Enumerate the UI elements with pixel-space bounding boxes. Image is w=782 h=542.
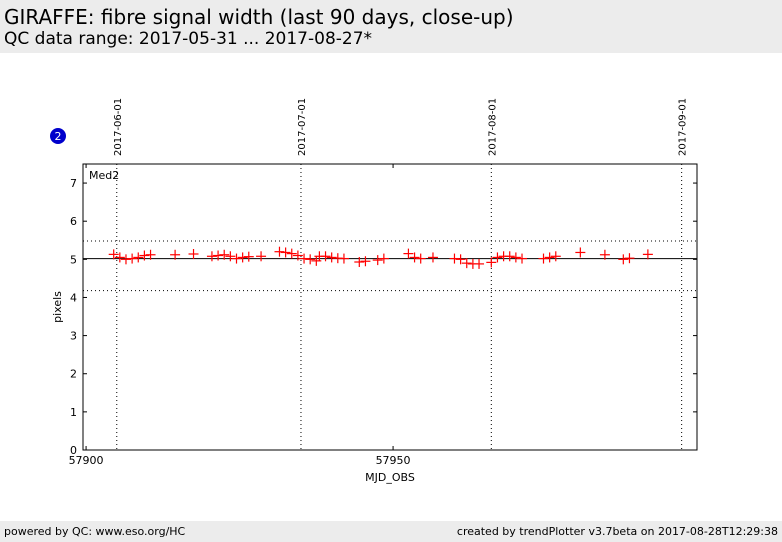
data-point bbox=[504, 251, 515, 262]
footer-powered-by: powered by QC: www.eso.org/HC bbox=[4, 525, 186, 538]
data-point bbox=[274, 246, 285, 257]
data-point bbox=[237, 252, 248, 263]
report-header: GIRAFFE: fibre signal width (last 90 day… bbox=[0, 0, 782, 53]
data-point bbox=[415, 253, 426, 264]
data-point bbox=[517, 253, 528, 264]
y-tick-label: 7 bbox=[70, 177, 77, 190]
y-tick-label: 4 bbox=[70, 291, 77, 304]
data-point bbox=[510, 252, 521, 263]
data-point bbox=[642, 249, 653, 260]
data-point bbox=[409, 252, 420, 263]
data-point bbox=[286, 248, 297, 259]
data-points bbox=[108, 246, 653, 269]
data-point bbox=[550, 251, 561, 262]
data-point bbox=[127, 253, 138, 264]
data-point bbox=[455, 254, 466, 265]
data-point bbox=[326, 252, 337, 263]
data-point bbox=[544, 252, 555, 263]
data-point bbox=[338, 253, 349, 264]
data-point bbox=[427, 252, 438, 263]
badge-number: 2 bbox=[55, 130, 62, 143]
data-point bbox=[231, 253, 242, 264]
data-point bbox=[372, 255, 383, 266]
data-point bbox=[354, 257, 365, 268]
data-point bbox=[188, 248, 199, 259]
data-point bbox=[243, 251, 254, 262]
y-tick-label: 2 bbox=[70, 368, 77, 381]
data-point bbox=[133, 252, 144, 263]
x-axis-label: MJD_OBS bbox=[365, 471, 415, 484]
x-tick-label: 57900 bbox=[69, 454, 104, 467]
page-subtitle: QC data range: 2017-05-31 ... 2017-08-27… bbox=[4, 29, 373, 49]
data-point bbox=[461, 258, 472, 269]
data-point bbox=[492, 252, 503, 263]
data-point bbox=[486, 257, 497, 268]
date-marker-group: 2017-06-01 2017-07-01 2017-08-01 2017-09-01 bbox=[113, 98, 689, 450]
data-point bbox=[618, 254, 629, 265]
data-point bbox=[624, 253, 635, 264]
data-point bbox=[449, 253, 460, 264]
data-point bbox=[403, 248, 414, 259]
date-marker-label: 2017-07-01 bbox=[297, 98, 308, 156]
y-tick-label: 3 bbox=[70, 330, 77, 343]
y-tick-label: 1 bbox=[70, 406, 77, 419]
data-point bbox=[599, 249, 610, 260]
date-marker-label: 2017-08-01 bbox=[487, 98, 498, 156]
page-badge: 2 bbox=[50, 128, 66, 144]
data-point bbox=[219, 249, 230, 260]
data-point bbox=[299, 253, 310, 264]
page-title: GIRAFFE: fibre signal width (last 90 day… bbox=[4, 5, 514, 29]
data-point bbox=[538, 253, 549, 264]
data-point bbox=[292, 250, 303, 261]
y-tick-label: 5 bbox=[70, 253, 77, 266]
y-axis-label: pixels bbox=[51, 291, 64, 323]
data-point bbox=[139, 250, 150, 261]
data-point bbox=[280, 247, 291, 258]
reference-line-group bbox=[83, 240, 697, 292]
data-point bbox=[114, 252, 125, 263]
data-point bbox=[170, 249, 181, 260]
footer-created-by: created by trendPlotter v3.7beta on 2017… bbox=[456, 525, 778, 538]
date-marker-label: 2017-06-01 bbox=[113, 98, 124, 156]
panel-label: Med2 bbox=[89, 169, 119, 182]
x-tick-label: 57950 bbox=[376, 454, 411, 467]
date-marker-label: 2017-09-01 bbox=[678, 98, 689, 156]
data-point bbox=[213, 250, 224, 261]
y-tick-label: 0 bbox=[70, 444, 77, 457]
data-point bbox=[120, 254, 131, 265]
data-point bbox=[108, 249, 119, 260]
plot-frame bbox=[82, 163, 698, 451]
data-point bbox=[360, 256, 371, 267]
report-footer: powered by QC: www.eso.org/HC created by… bbox=[0, 521, 782, 542]
trend-chart: 2017-06-01 2017-07-01 2017-08-01 2017-09-01… bbox=[50, 98, 698, 484]
data-point bbox=[225, 251, 236, 262]
y-tick-label: 6 bbox=[70, 215, 77, 228]
badge-circle bbox=[50, 128, 66, 144]
data-point bbox=[145, 249, 156, 260]
data-point bbox=[378, 253, 389, 264]
x-axis: 57900 57950 bbox=[69, 164, 411, 467]
data-point bbox=[305, 254, 316, 265]
data-point bbox=[256, 251, 267, 262]
data-point bbox=[575, 247, 586, 258]
data-point bbox=[320, 251, 331, 262]
data-point bbox=[474, 258, 485, 269]
y-axis: 0 1 2 3 4 5 6 7 bbox=[70, 177, 697, 457]
data-point bbox=[206, 251, 217, 262]
